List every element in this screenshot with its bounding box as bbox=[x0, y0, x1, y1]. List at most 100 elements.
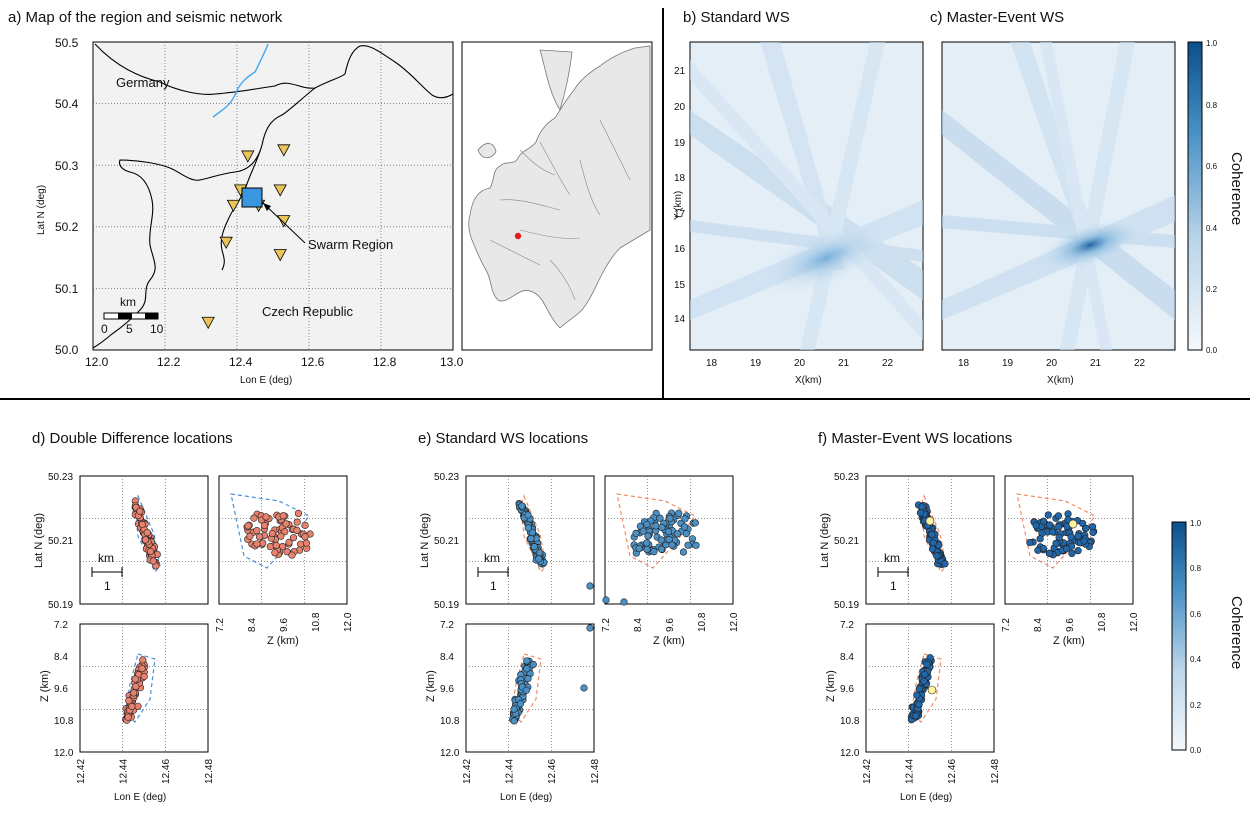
event-point bbox=[529, 660, 537, 669]
scalebar-tick-10: 10 bbox=[150, 322, 164, 336]
event-point bbox=[1055, 523, 1063, 531]
depth-x-tick: 9.6 bbox=[279, 618, 290, 632]
cluster-hull bbox=[910, 653, 942, 723]
depth-x-tick: 9.6 bbox=[1065, 618, 1076, 632]
event-point bbox=[915, 700, 923, 708]
event-point bbox=[1063, 545, 1071, 553]
svg-text:15: 15 bbox=[674, 280, 686, 291]
event-point bbox=[656, 514, 664, 522]
event-point bbox=[1052, 539, 1060, 547]
lat-tick: 50.19 bbox=[834, 600, 859, 611]
event-point bbox=[246, 532, 254, 540]
depth-x-label: Z (km) bbox=[267, 635, 299, 647]
outlier-point bbox=[620, 598, 628, 606]
lat-tick: 50.19 bbox=[48, 600, 73, 611]
event-point bbox=[1044, 511, 1052, 519]
map-xtick: 12.2 bbox=[157, 355, 181, 369]
lat-tick: 50.23 bbox=[434, 472, 459, 483]
river bbox=[212, 43, 269, 118]
location-marker bbox=[514, 232, 522, 240]
event-point bbox=[923, 660, 931, 668]
event-point bbox=[673, 530, 681, 538]
map-c-xlabel: X(km) bbox=[1047, 375, 1074, 386]
event-point bbox=[918, 503, 926, 511]
event-point bbox=[281, 528, 289, 536]
event-point bbox=[658, 523, 666, 532]
event-point bbox=[149, 557, 157, 565]
event-point bbox=[136, 507, 144, 515]
lon-tick: 12.42 bbox=[462, 759, 473, 784]
event-point bbox=[933, 552, 941, 560]
svg-text:0.4: 0.4 bbox=[1206, 224, 1218, 233]
scalebar-tick-5: 5 bbox=[126, 322, 133, 336]
europe-landmass bbox=[468, 45, 651, 329]
event-point bbox=[684, 541, 692, 549]
depth-x-tick: 10.8 bbox=[311, 612, 322, 632]
event-point bbox=[941, 560, 949, 568]
svg-text:0.4: 0.4 bbox=[1190, 655, 1202, 664]
map-gridlines bbox=[93, 42, 453, 350]
station-triangle bbox=[241, 150, 255, 163]
map-b-ylabel: Y (km) bbox=[673, 191, 684, 220]
location-panel-me: km 1 50.23 50.21 50.19 Lat N (deg) 7.2 8.4 9.6 10… bbox=[819, 472, 1140, 803]
event-point bbox=[128, 702, 136, 711]
depth-tick: 10.8 bbox=[440, 716, 460, 727]
event-point bbox=[302, 539, 311, 547]
event-point bbox=[277, 532, 285, 540]
colorbar-bottom: 1.0 0.8 0.6 0.4 0.2 0.0 Coherence bbox=[1171, 519, 1245, 755]
event-point bbox=[1039, 544, 1048, 553]
event-point bbox=[268, 529, 276, 538]
event-point bbox=[516, 700, 525, 708]
event-point bbox=[124, 713, 132, 721]
event-point bbox=[131, 675, 139, 683]
event-point bbox=[665, 535, 673, 544]
depth-tick: 8.4 bbox=[54, 652, 68, 663]
swarm-arrow-head bbox=[263, 203, 271, 211]
europe-islands bbox=[477, 49, 573, 159]
event-point bbox=[141, 536, 150, 544]
depth-x-tick: 8.4 bbox=[1033, 618, 1044, 632]
station-triangle bbox=[273, 184, 287, 197]
lon-axis-label: Lon E (deg) bbox=[500, 792, 552, 803]
depth-x-tick: 7.2 bbox=[601, 618, 612, 632]
lon-tick: 12.46 bbox=[947, 759, 958, 784]
event-point bbox=[523, 665, 531, 673]
depth-tick: 7.2 bbox=[440, 620, 454, 631]
map-xtick: 12.8 bbox=[373, 355, 397, 369]
standard-map-ticks: 18 19 20 21 22 21 20 19 18 17 16 15 14 bbox=[674, 66, 894, 369]
svg-text:0.0: 0.0 bbox=[1190, 746, 1202, 755]
depth-tick: 9.6 bbox=[54, 684, 68, 695]
lon-tick: 12.42 bbox=[862, 759, 873, 784]
lat-tick: 50.19 bbox=[434, 600, 459, 611]
svg-text:0.6: 0.6 bbox=[1190, 610, 1202, 619]
panel-b-title: b) Standard WS bbox=[683, 9, 790, 26]
map-ytick: 50.2 bbox=[55, 220, 79, 234]
event-point bbox=[921, 670, 929, 678]
panel-e-title: e) Standard WS locations bbox=[418, 430, 588, 447]
event-point bbox=[632, 529, 640, 537]
event-point bbox=[929, 539, 937, 547]
depth-axis-label: Z (km) bbox=[425, 670, 437, 702]
event-point bbox=[1039, 517, 1048, 525]
svg-text:18: 18 bbox=[706, 358, 718, 369]
event-point bbox=[920, 677, 928, 685]
cluster-hull bbox=[124, 653, 156, 723]
europe-inset bbox=[461, 41, 653, 351]
station-triangle bbox=[273, 249, 287, 262]
depth-x-tick: 10.8 bbox=[697, 612, 708, 632]
swarm-region-box bbox=[241, 187, 263, 208]
event-point bbox=[652, 522, 660, 530]
event-point bbox=[260, 521, 269, 530]
svg-text:1.0: 1.0 bbox=[1206, 39, 1218, 48]
event-point bbox=[1046, 521, 1054, 529]
event-point bbox=[301, 533, 309, 541]
lon-tick: 12.44 bbox=[905, 759, 916, 784]
event-point bbox=[675, 509, 683, 517]
outlier-point bbox=[602, 596, 610, 604]
event-point bbox=[125, 697, 133, 705]
lon-tick: 12.44 bbox=[119, 759, 130, 784]
map-frame bbox=[92, 41, 454, 351]
event-point bbox=[528, 528, 537, 536]
lon-tick: 12.46 bbox=[547, 759, 558, 784]
event-point bbox=[682, 530, 690, 538]
